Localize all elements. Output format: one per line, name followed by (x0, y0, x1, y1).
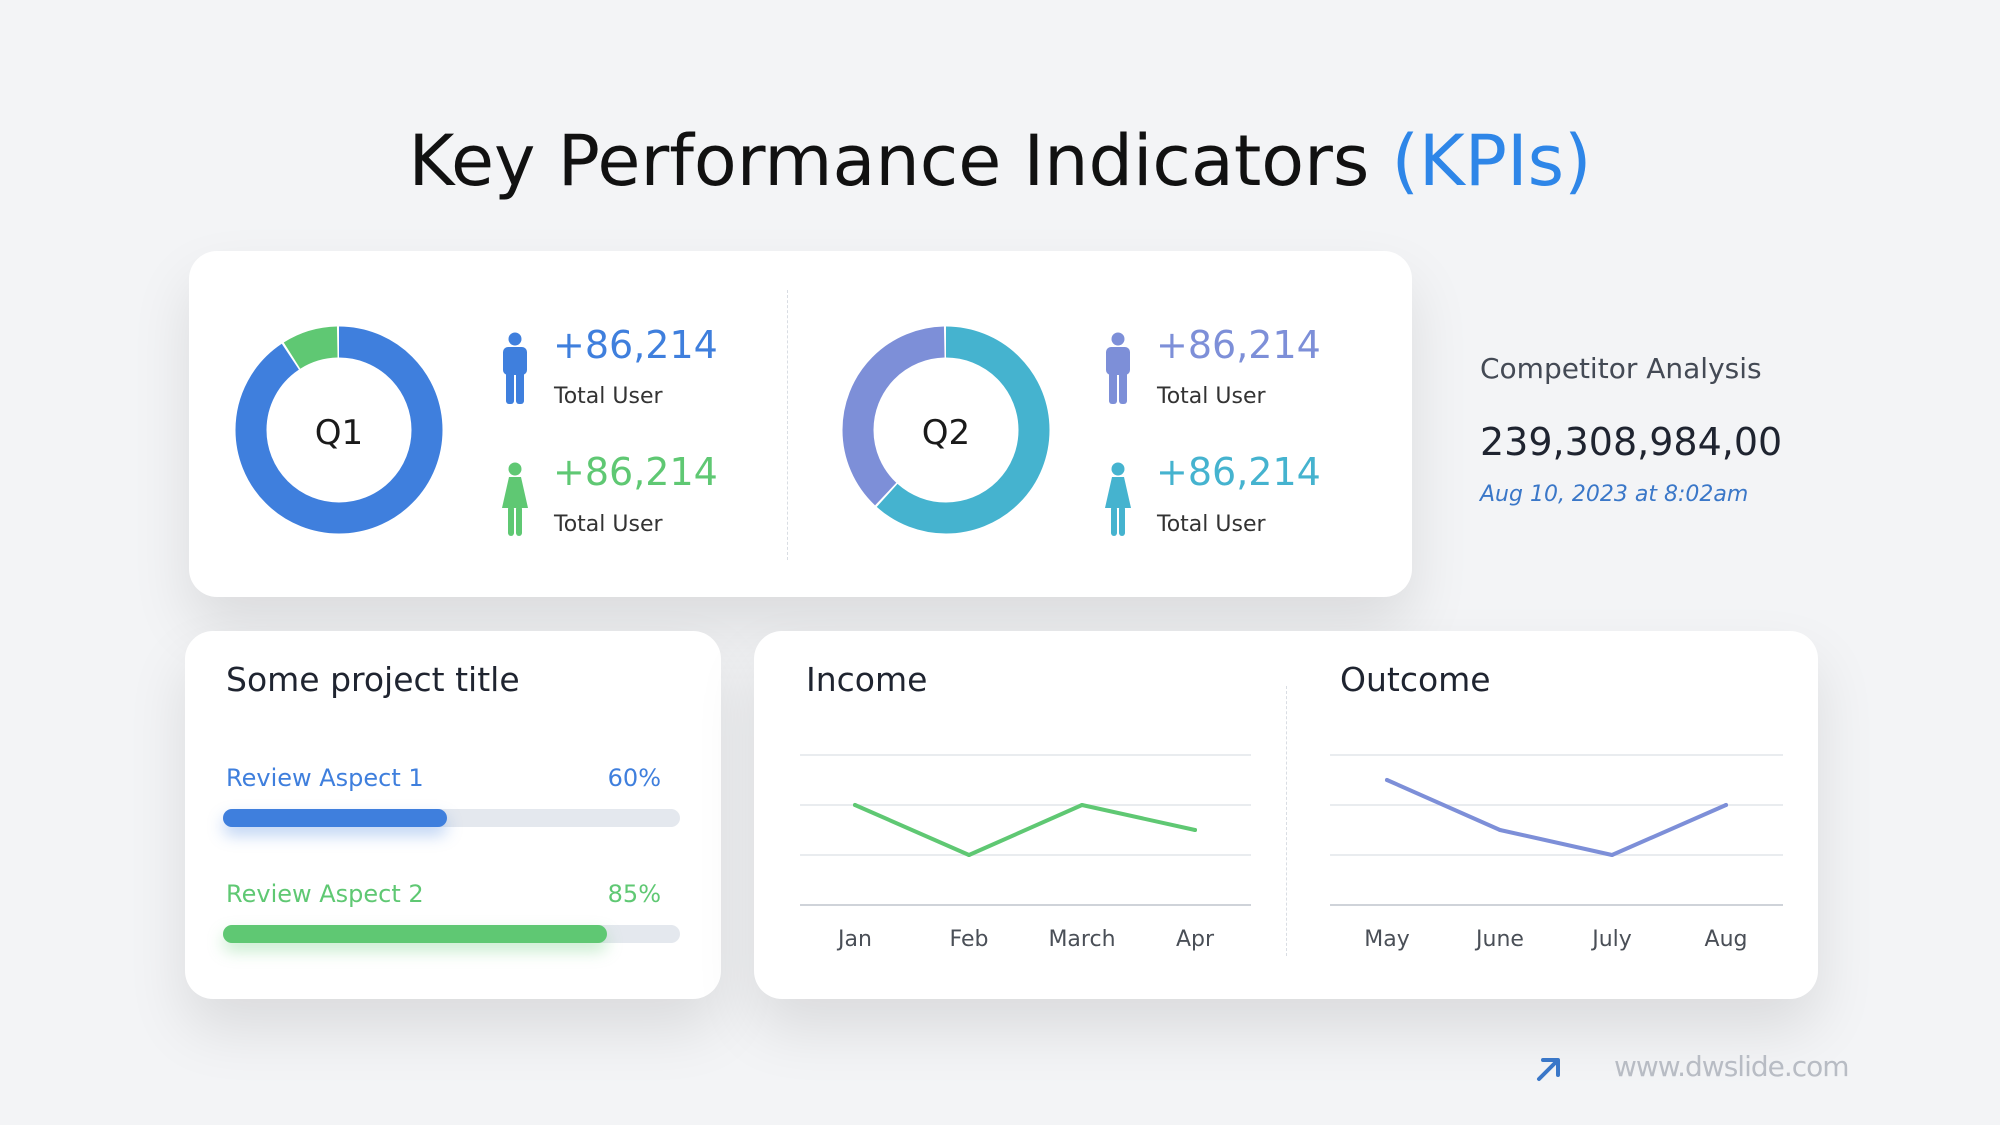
male-person-icon (1106, 332, 1130, 404)
outcome-point-may (1385, 778, 1389, 782)
female-person-icon (502, 462, 528, 536)
project-title: Some project title (226, 660, 520, 699)
outcome-title: Outcome (1340, 660, 1491, 699)
q2-donut-chart (842, 326, 1050, 534)
aspect-1-percent: 60% (607, 764, 661, 792)
q2-female-value: +86,214 (1156, 450, 1321, 494)
income-point-feb (967, 853, 971, 857)
outcome-series-line (1385, 778, 1728, 857)
outcome-tick-label: June (1474, 927, 1524, 952)
q2-donut-segment-2 (842, 326, 1050, 534)
q1-female-value: +86,214 (553, 450, 718, 494)
kpi-card (189, 251, 1412, 597)
aspect-1-progress-fill (223, 809, 447, 827)
outcome-point-june (1498, 828, 1502, 832)
footer-website-link[interactable]: www.dwslide.com (1614, 1050, 1850, 1083)
arrow-up-right-icon (1537, 1058, 1560, 1081)
income-tick-label: Jan (836, 927, 872, 952)
competitor-date: Aug 10, 2023 at 8:02am (1480, 482, 1749, 507)
income-tick-label: March (1048, 927, 1115, 952)
page-title: Key Performance Indicators (KPIs) (0, 120, 2000, 202)
title-accent: (KPIs) (1391, 120, 1592, 202)
income-tick-label: Feb (950, 927, 989, 952)
q2-female-label: Total User (1157, 512, 1266, 537)
outcome-point-july (1610, 853, 1614, 857)
kpi-divider (787, 290, 788, 560)
title-main: Key Performance Indicators (408, 120, 1392, 202)
income-point-apr (1193, 828, 1197, 832)
competitor-value: 239,308,984,00 (1480, 420, 1783, 464)
q2-male-value: +86,214 (1156, 323, 1321, 367)
aspect-2-track (223, 925, 680, 943)
q2-male-label: Total User (1157, 384, 1266, 409)
q1-male-label: Total User (554, 384, 663, 409)
outcome-tick-label: May (1364, 927, 1409, 952)
income-point-jan (853, 803, 857, 807)
q1-label: Q1 (314, 413, 364, 453)
aspect-2-progress-fill (223, 925, 607, 943)
outcome-point-aug (1724, 803, 1728, 807)
income-series-line (853, 803, 1197, 857)
outcome-tick-label: July (1590, 927, 1632, 952)
income-title: Income (806, 660, 928, 699)
male-person-icon (503, 332, 527, 404)
q1-donut-chart (235, 326, 443, 534)
q2-donut-segment-1 (842, 326, 1050, 534)
income-point-march (1080, 803, 1084, 807)
female-person-icon (1105, 462, 1131, 536)
aspect-2-label: Review Aspect 2 (226, 880, 424, 908)
aspect-2-percent: 85% (607, 880, 661, 908)
outcome-tick-label: Aug (1705, 927, 1748, 952)
q2-label: Q2 (921, 413, 971, 453)
aspect-1-track (223, 809, 680, 827)
aspect-1-label: Review Aspect 1 (226, 764, 424, 792)
q1-female-label: Total User (554, 512, 663, 537)
q1-donut-segment-1 (235, 326, 443, 534)
charts-divider (1286, 686, 1287, 956)
competitor-title: Competitor Analysis (1480, 352, 1762, 385)
q1-male-value: +86,214 (553, 323, 718, 367)
income-tick-label: Apr (1176, 927, 1215, 952)
